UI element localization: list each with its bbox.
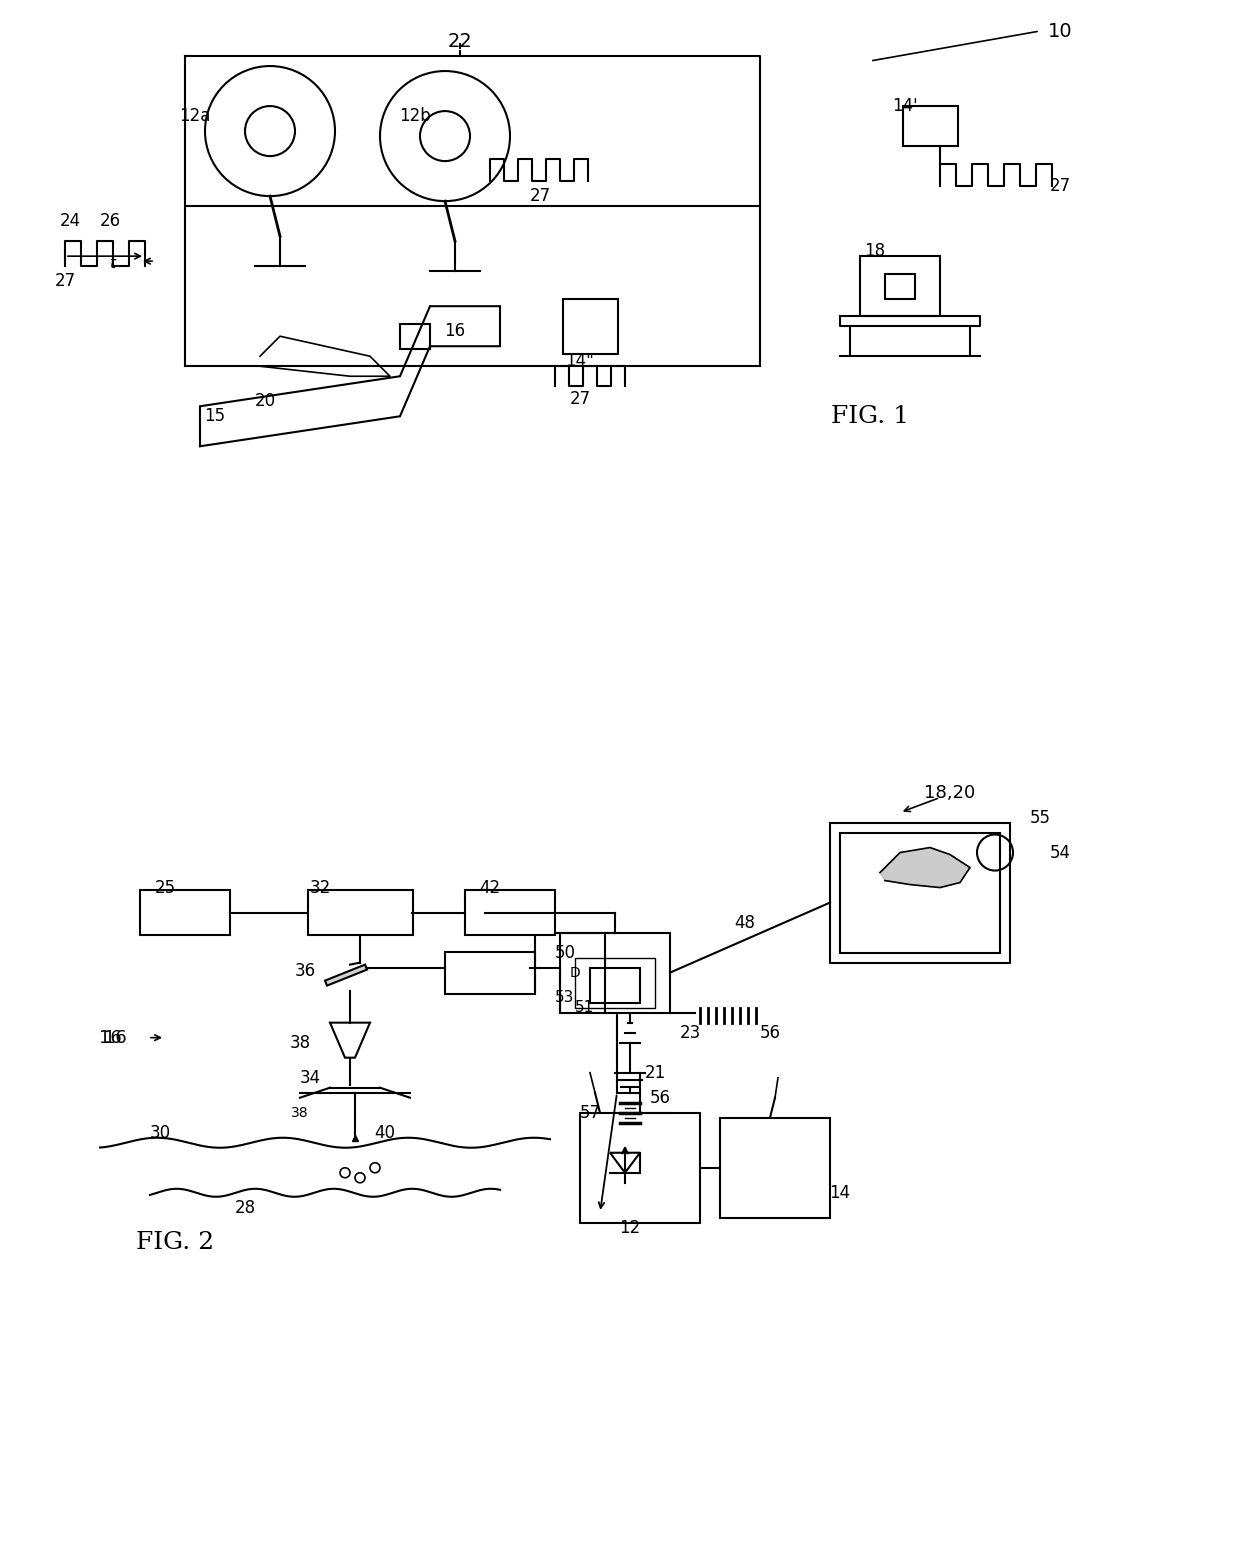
Text: 38: 38 bbox=[291, 1106, 309, 1120]
Text: 24: 24 bbox=[60, 213, 81, 230]
Text: 12a: 12a bbox=[180, 107, 211, 126]
Text: 12: 12 bbox=[619, 1219, 641, 1236]
Text: 32: 32 bbox=[309, 879, 331, 896]
Text: 54: 54 bbox=[1049, 843, 1070, 862]
Text: 18,20: 18,20 bbox=[924, 784, 976, 801]
Bar bbox=[465, 890, 556, 935]
Text: 40: 40 bbox=[374, 1124, 396, 1141]
Text: FIG. 2: FIG. 2 bbox=[136, 1232, 215, 1255]
Text: 27: 27 bbox=[55, 272, 76, 290]
Polygon shape bbox=[325, 964, 367, 986]
Text: 14": 14" bbox=[565, 353, 594, 370]
Text: 38: 38 bbox=[289, 1034, 310, 1051]
Text: 27: 27 bbox=[569, 390, 590, 408]
Text: 30: 30 bbox=[150, 1124, 171, 1141]
Bar bbox=[140, 890, 229, 935]
Text: 23: 23 bbox=[680, 1023, 701, 1042]
Text: 22: 22 bbox=[448, 31, 472, 51]
Text: FIG. 1: FIG. 1 bbox=[831, 405, 909, 427]
Text: 16: 16 bbox=[444, 321, 465, 340]
Text: 27: 27 bbox=[1049, 177, 1070, 196]
Bar bbox=[401, 323, 430, 349]
Text: 15: 15 bbox=[205, 407, 226, 426]
Text: D: D bbox=[569, 966, 580, 980]
Bar bbox=[885, 273, 915, 298]
Bar bbox=[445, 952, 534, 994]
Text: 34: 34 bbox=[299, 1068, 321, 1087]
Text: 12b: 12b bbox=[399, 107, 430, 126]
Text: 20: 20 bbox=[254, 393, 275, 410]
Bar bbox=[563, 298, 618, 354]
Text: 14: 14 bbox=[830, 1183, 851, 1202]
Bar bbox=[308, 890, 413, 935]
Text: 50: 50 bbox=[554, 944, 575, 961]
Text: 26: 26 bbox=[99, 213, 120, 230]
Text: 55: 55 bbox=[1029, 809, 1050, 826]
Bar bbox=[861, 256, 940, 317]
Text: 53: 53 bbox=[556, 991, 574, 1005]
Text: 57: 57 bbox=[579, 1104, 600, 1121]
Text: 21: 21 bbox=[645, 1064, 666, 1082]
Text: 16: 16 bbox=[104, 1028, 126, 1047]
Text: 42: 42 bbox=[480, 879, 501, 896]
Text: 51: 51 bbox=[575, 1000, 595, 1016]
Text: 27: 27 bbox=[529, 186, 551, 205]
Text: 28: 28 bbox=[234, 1199, 255, 1218]
Polygon shape bbox=[880, 848, 970, 888]
Text: t: t bbox=[109, 256, 115, 270]
Text: 16: 16 bbox=[99, 1028, 122, 1047]
Text: 36: 36 bbox=[294, 961, 315, 980]
Text: 14': 14' bbox=[892, 98, 918, 115]
Text: 56: 56 bbox=[650, 1089, 671, 1107]
Text: 48: 48 bbox=[734, 913, 755, 932]
Text: 56: 56 bbox=[759, 1023, 780, 1042]
Bar bbox=[903, 106, 957, 146]
Text: 25: 25 bbox=[155, 879, 176, 896]
Text: 10: 10 bbox=[1048, 22, 1073, 40]
Text: 18: 18 bbox=[864, 242, 885, 261]
